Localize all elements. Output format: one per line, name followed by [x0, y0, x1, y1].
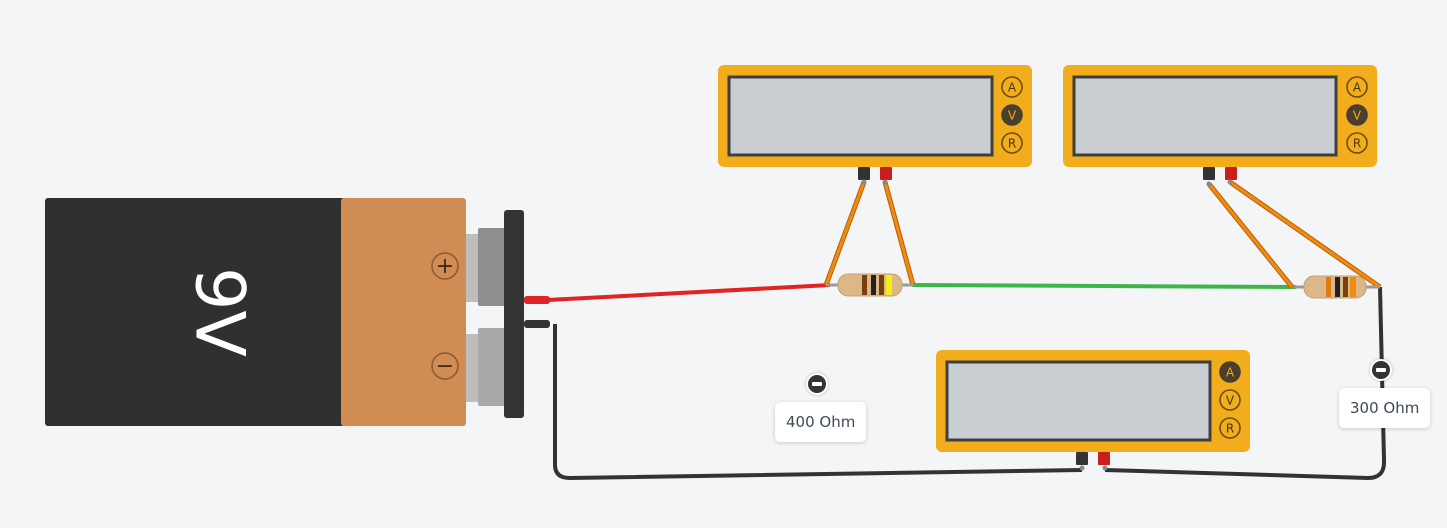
meter-probe-black[interactable]: [1203, 167, 1215, 180]
battery-clip: [504, 210, 524, 418]
wire-red[interactable]: [547, 283, 831, 302]
wire-black-meter[interactable]: [1104, 286, 1387, 481]
meter-1-mode-a-button[interactable]: A: [1001, 76, 1023, 98]
battery-9v[interactable]: 9V + −: [45, 198, 550, 426]
meter-2-mode-v-button[interactable]: V: [1346, 104, 1368, 126]
multimeter-3[interactable]: [936, 350, 1250, 471]
plus-terminal-icon: [431, 252, 459, 280]
meter-3-mode-v-button[interactable]: V: [1219, 389, 1241, 411]
minus-terminal-icon: [431, 352, 459, 380]
multimeter-1[interactable]: [718, 65, 1032, 185]
negative-terminal-cap: [478, 328, 508, 406]
meter-screen: [727, 75, 994, 157]
minus-symbol: −: [436, 354, 454, 379]
mode-label: R: [1353, 137, 1361, 151]
meter-1-mode-v-button[interactable]: V: [1001, 104, 1023, 126]
battery-label: 9V: [179, 267, 258, 357]
mode-label: A: [1226, 366, 1235, 380]
meter-3-mode-a-button[interactable]: A: [1219, 361, 1241, 383]
probe-wires-meter-1[interactable]: [823, 181, 916, 286]
resistor-300-ohm[interactable]: [1294, 275, 1380, 299]
resistor-400-ohm[interactable]: [826, 273, 914, 297]
mode-label: R: [1226, 422, 1234, 436]
meter-probe-black[interactable]: [858, 167, 870, 180]
meter-probe-black[interactable]: [1076, 452, 1088, 465]
resistor-300-value-label: 300 Ohm: [1339, 388, 1431, 428]
meter-3-mode-r-button[interactable]: R: [1219, 417, 1241, 439]
mode-label: V: [1353, 109, 1362, 123]
mode-label: V: [1008, 109, 1017, 123]
positive-terminal-cap: [478, 228, 508, 306]
multimeter-2[interactable]: [1063, 65, 1377, 187]
mode-label: R: [1008, 137, 1016, 151]
meter-probe-red[interactable]: [1225, 167, 1237, 180]
probe-wires-meter-2[interactable]: [1207, 179, 1382, 290]
meter-screen: [1072, 75, 1338, 157]
remove-resistor-2-icon[interactable]: [1370, 359, 1392, 381]
plus-symbol: +: [436, 254, 454, 279]
mode-label: V: [1226, 394, 1235, 408]
battery-cap: [341, 198, 466, 426]
meter-screen: [945, 360, 1212, 442]
black-lead[interactable]: [524, 320, 550, 328]
meter-probe-red[interactable]: [1098, 452, 1110, 465]
wire-green[interactable]: [911, 283, 1297, 289]
red-lead[interactable]: [524, 296, 550, 304]
mode-label: A: [1008, 81, 1017, 95]
meter-2-mode-a-button[interactable]: A: [1346, 76, 1368, 98]
battery-body: [45, 198, 345, 426]
mode-label: A: [1353, 81, 1362, 95]
meter-1-mode-r-button[interactable]: R: [1001, 132, 1023, 154]
meter-probe-red[interactable]: [880, 167, 892, 180]
wire-black-return[interactable]: [553, 324, 1083, 481]
resistor-400-value-label: 400 Ohm: [775, 402, 867, 442]
remove-resistor-1-icon[interactable]: [806, 373, 828, 395]
meter-2-mode-r-button[interactable]: R: [1346, 132, 1368, 154]
